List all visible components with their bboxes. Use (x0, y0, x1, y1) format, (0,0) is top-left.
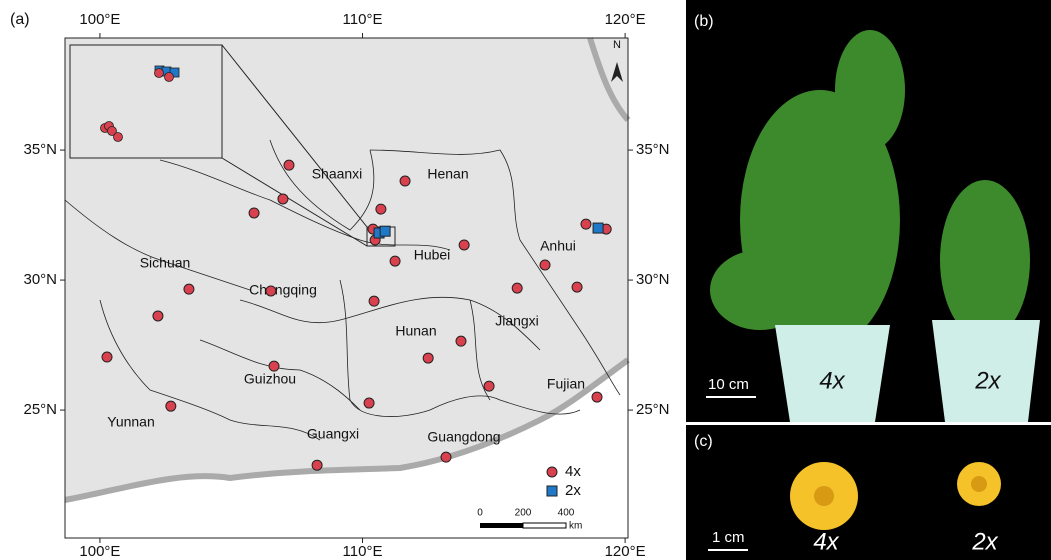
site-4x (484, 381, 494, 391)
province-label: Fujian (547, 376, 585, 392)
site-4x (153, 311, 163, 321)
flower-center (814, 486, 834, 506)
panel-label: (b) (694, 13, 714, 30)
scale-label: 400 (558, 508, 575, 519)
province-label: Hubei (414, 247, 451, 263)
scale-label: 0 (477, 508, 483, 519)
province-label: Sichuan (140, 255, 191, 271)
north-label: N (613, 39, 621, 51)
scale-bar (480, 523, 523, 528)
x-tick-label: 120°E (605, 11, 646, 28)
y-tick-label: 30°N (23, 271, 57, 288)
site-2x (380, 226, 390, 236)
site-4x (459, 240, 469, 250)
plant-2x (940, 180, 1030, 340)
site-4x (456, 336, 466, 346)
province-label: Yunnan (107, 414, 155, 430)
site-4x (278, 194, 288, 204)
site-4x (166, 401, 176, 411)
site-4x (441, 452, 451, 462)
inset (70, 45, 222, 158)
province-label: Guangxi (307, 426, 359, 442)
flower-center (971, 476, 987, 492)
y-tick-label: 35°N (23, 141, 57, 158)
legend-marker (547, 467, 557, 477)
scale-label: 200 (515, 508, 532, 519)
panel-label: (c) (694, 433, 713, 450)
legend-marker (547, 486, 557, 496)
y-tick-label: 25°N (23, 401, 57, 418)
site-4x (512, 283, 522, 293)
x-tick-label: 100°E (79, 11, 120, 28)
y-tick-label: 30°N (636, 271, 670, 288)
site-4x (540, 260, 550, 270)
scale-text: 1 cm (712, 529, 745, 546)
y-tick-label: 25°N (636, 401, 670, 418)
site-4x (184, 284, 194, 294)
site-4x (376, 204, 386, 214)
province-label: Guangdong (427, 429, 500, 445)
site-4x (312, 460, 322, 470)
province-label: Hunan (395, 323, 436, 339)
site-4x (284, 160, 294, 170)
scale-bar (523, 523, 566, 528)
province-label: Chongqing (249, 282, 317, 298)
x-tick-label: 110°E (343, 11, 383, 28)
site-4x (400, 176, 410, 186)
site-4x (581, 219, 591, 229)
y-tick-label: 35°N (636, 141, 670, 158)
photo-label: 4x (819, 367, 845, 394)
site-4x (390, 256, 400, 266)
site-4x (364, 398, 374, 408)
photo-label: 2x (971, 528, 998, 555)
site-4x (592, 392, 602, 402)
site-4x (269, 361, 279, 371)
panel-label: (a) (10, 11, 30, 28)
site-4x (423, 353, 433, 363)
legend-label: 2x (565, 482, 581, 499)
province-label: Henan (427, 166, 468, 182)
photo-label: 4x (813, 528, 839, 555)
site-4x (102, 352, 112, 362)
province-label: Guizhou (244, 371, 296, 387)
site-4x (572, 282, 582, 292)
scale-label: km (569, 521, 582, 532)
site-4x (369, 296, 379, 306)
x-tick-label: 120°E (605, 543, 646, 560)
figure: N (a) 4x 2x 0 200 400 km Shaanxi Henan Hub… (0, 0, 1051, 560)
x-tick-label: 100°E (79, 543, 120, 560)
site-2x (593, 223, 603, 233)
photo-label: 2x (974, 367, 1001, 394)
legend-label: 4x (565, 463, 581, 480)
site-4x (266, 286, 276, 296)
province-label: Anhui (540, 238, 576, 254)
x-tick-label: 110°E (343, 543, 383, 560)
province-label: Jiangxi (495, 313, 539, 329)
site-4x (249, 208, 259, 218)
scale-text: 10 cm (708, 376, 749, 393)
province-label: Shaanxi (312, 166, 363, 182)
